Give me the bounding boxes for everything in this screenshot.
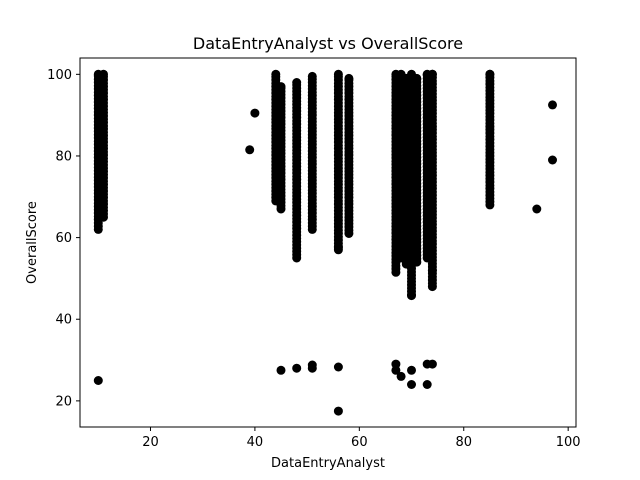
data-point	[412, 73, 422, 83]
data-point	[391, 365, 401, 375]
x-tick-label: 80	[455, 435, 472, 450]
data-point	[427, 265, 437, 275]
data-point	[245, 145, 255, 155]
data-point	[292, 78, 302, 87]
data-point	[427, 69, 437, 79]
data-point	[548, 100, 557, 110]
data-point	[485, 69, 495, 79]
x-tick-label: 60	[351, 435, 368, 450]
data-point	[333, 362, 343, 372]
data-point	[532, 204, 542, 214]
x-tick-label: 20	[142, 435, 159, 450]
y-tick-label: 80	[55, 149, 72, 164]
data-point	[276, 82, 286, 92]
data-point	[333, 69, 343, 79]
y-tick-label: 60	[55, 231, 72, 246]
data-point	[93, 376, 103, 385]
y-tick-label: 20	[55, 394, 72, 409]
data-point	[427, 359, 437, 369]
y-axis-label: OverallScore	[25, 201, 40, 284]
data-point	[422, 380, 432, 389]
y-tick-label: 100	[47, 68, 72, 83]
data-point	[396, 371, 406, 381]
chart-title: DataEntryAnalyst vs OverallScore	[193, 34, 463, 53]
data-point	[548, 155, 557, 165]
data-point	[333, 243, 343, 253]
data-point	[333, 406, 343, 416]
x-axis: 20 40 60 80 100	[142, 427, 581, 450]
data-point	[407, 365, 416, 375]
x-tick-label: 100	[556, 435, 581, 450]
data-point	[292, 363, 302, 373]
x-axis-label: DataEntryAnalyst	[271, 456, 385, 471]
x-tick-label: 40	[247, 435, 264, 450]
data-point	[276, 365, 286, 375]
data-point	[344, 73, 354, 83]
data-point	[391, 359, 401, 369]
data-point	[99, 69, 108, 79]
plot-frame	[79, 57, 577, 428]
data-point	[407, 291, 416, 301]
y-axis: 20 40 60 80 100	[47, 68, 80, 409]
data-points	[93, 69, 557, 416]
data-point	[407, 380, 416, 389]
data-point	[250, 108, 260, 118]
y-tick-label: 40	[55, 313, 72, 328]
data-point	[271, 69, 281, 79]
data-point	[307, 71, 317, 81]
data-point	[307, 360, 317, 370]
